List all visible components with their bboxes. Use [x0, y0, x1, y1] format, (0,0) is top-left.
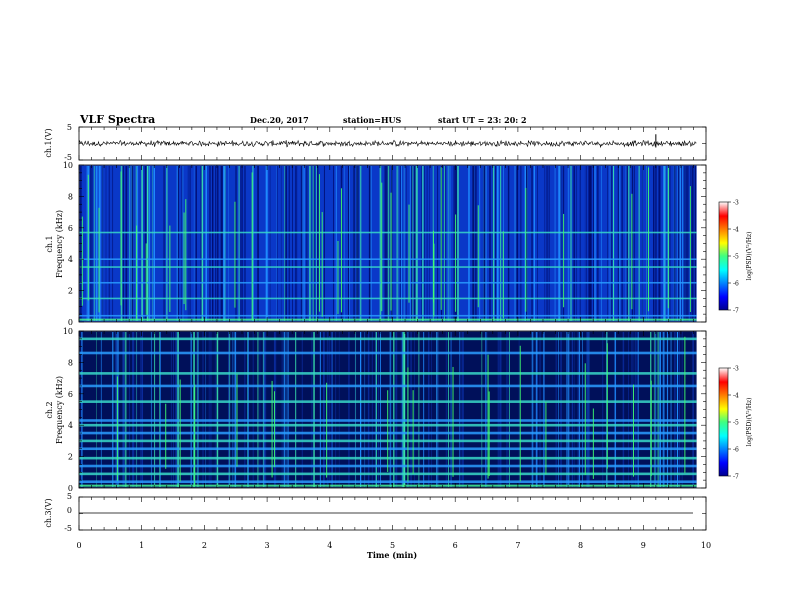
- ch1-colorbar: -3 -4 -5 -6 -7 log(PSD)(V²/Hz): [718, 200, 753, 315]
- ch1-colorbar-ticks: -3 -4 -5 -6 -7: [728, 200, 739, 315]
- spectrogram-frequency-band: [79, 266, 697, 268]
- ch1-wave-ytick-neg5: -5: [64, 153, 72, 162]
- ch1-wave-ylabel: ch.1(V): [44, 128, 53, 157]
- frequency-tick-label: 0: [68, 484, 73, 493]
- colorbar-tick-label: -6: [733, 281, 739, 288]
- time-axis-tick-label: 6: [453, 541, 458, 550]
- station-label: station=HUS: [343, 115, 402, 125]
- time-axis-tick-label: 4: [327, 541, 332, 550]
- spectrogram-low-frequency-line: [79, 318, 697, 321]
- spectrogram-frequency-band: [79, 384, 697, 388]
- time-axis-tick-label: 9: [641, 541, 646, 550]
- ch1-waveform-ticks: [78, 126, 707, 161]
- ch3-wave-ylabel: ch.3(V): [44, 498, 53, 527]
- frequency-tick-label: 6: [68, 390, 73, 399]
- ch1-spectrogram-image: [79, 165, 697, 322]
- ch1-colorbar-bar: [718, 201, 729, 311]
- ch2-spectrogram-ytick-labels: 0 2 4 6 8 10: [63, 327, 73, 493]
- ch2-colorbar-bar: [718, 367, 729, 477]
- ch1-colorbar-label: log(PSD)(V²/Hz): [746, 232, 753, 281]
- ch1-spec-ylabel-channel: ch.1: [45, 235, 54, 252]
- frequency-tick-label: 4: [68, 421, 73, 430]
- time-axis-tick-label: 1: [139, 541, 144, 550]
- ch1-spectrogram-panel: 0 2 4 6 8 10 ch.1 Frequency (kHz): [45, 161, 707, 327]
- time-axis-tick-label: 0: [76, 541, 81, 550]
- spectrogram-frequency-band: [79, 297, 697, 300]
- spectrogram-frequency-band: [79, 258, 697, 260]
- colorbar-tick-label: -6: [733, 447, 739, 454]
- frequency-tick-label: 10: [63, 161, 73, 170]
- ch1-wave-ytick-5: 5: [67, 123, 72, 132]
- ch2-colorbar-label: log(PSD)(V²/Hz): [746, 398, 753, 447]
- frequency-tick-label: 8: [68, 358, 73, 367]
- ch2-colorbar-ticks: -3 -4 -5 -6 -7: [728, 366, 739, 481]
- colorbar-tick-label: -5: [733, 420, 739, 427]
- ch1-spectrogram-ticks: [78, 164, 707, 323]
- ch2-spectrogram-panel: 0 2 4 6 8 10 ch.2 Frequency (kHz): [45, 327, 707, 493]
- time-axis-tick-label: 8: [578, 541, 583, 550]
- spectrogram-frequency-band: [79, 314, 697, 317]
- ch2-spectrogram-image: [79, 331, 697, 488]
- frequency-tick-label: 2: [68, 453, 73, 462]
- time-axis-tick-label: 7: [515, 541, 520, 550]
- spectrogram-frequency-band: [79, 480, 697, 484]
- ch2-colorbar: -3 -4 -5 -6 -7 log(PSD)(V²/Hz): [718, 366, 753, 481]
- time-axis-tick-label: 10: [701, 541, 711, 550]
- colorbar-tick-label: -3: [733, 366, 739, 373]
- colorbar-tick-label: -3: [733, 200, 739, 207]
- ch3-wave-ytick-0: 0: [67, 506, 72, 515]
- colorbar-tick-label: -7: [733, 308, 739, 315]
- time-axis-tick-label: 5: [390, 541, 395, 550]
- time-axis-label: Time (min): [367, 550, 417, 560]
- frequency-tick-label: 8: [68, 192, 73, 201]
- spectrogram-frequency-band: [79, 472, 697, 476]
- ch1-spectrogram-ytick-labels: 0 2 4 6 8 10: [63, 161, 73, 327]
- ch1-waveform-panel: 5 -5 ch.1(V): [44, 123, 707, 162]
- spectrogram-frequency-band: [79, 372, 697, 375]
- colorbar-tick-label: -4: [733, 393, 739, 400]
- frequency-tick-label: 4: [68, 255, 73, 264]
- frequency-tick-label: 2: [68, 287, 73, 296]
- spectrogram-frequency-band: [79, 351, 697, 355]
- time-axis-tick-label: 2: [202, 541, 207, 550]
- ch2-spec-ylabel-frequency: Frequency (kHz): [55, 376, 64, 444]
- spectrogram-frequency-band: [79, 281, 697, 284]
- spectrogram-frequency-band: [79, 231, 697, 234]
- start-time-label: start UT = 23: 20: 2: [438, 115, 527, 125]
- date-label: Dec.20, 2017: [250, 115, 309, 125]
- colorbar-tick-label: -5: [733, 254, 739, 261]
- ch2-spec-ylabel-channel: ch.2: [45, 401, 54, 418]
- ch3-waveform-panel: 5 0 -5 ch.3(V): [44, 492, 707, 533]
- figure-title: VLF Spectra: [79, 113, 155, 126]
- ch3-wave-ytick-5: 5: [67, 492, 72, 501]
- frequency-tick-label: 10: [63, 327, 73, 336]
- ch3-wave-ytick-neg5: -5: [64, 524, 72, 533]
- spectrogram-frequency-band: [79, 337, 697, 341]
- frequency-tick-label: 6: [68, 224, 73, 233]
- time-axis-tick-labels: 0 1 2 3 4 5 6 7 8 9 10: [76, 541, 711, 550]
- ch1-spec-ylabel-frequency: Frequency (kHz): [55, 210, 64, 278]
- frequency-tick-label: 0: [68, 318, 73, 327]
- ch3-waveform-frame: [78, 496, 707, 531]
- ch1-waveform-trace: [78, 139, 697, 149]
- time-axis-tick-label: 3: [265, 541, 270, 550]
- colorbar-tick-label: -7: [733, 474, 739, 481]
- spectrogram-low-frequency-line: [79, 484, 697, 487]
- ch2-spectrogram-ticks: [78, 330, 707, 489]
- colorbar-tick-label: -4: [733, 227, 739, 234]
- ch3-waveform-ticks: [78, 496, 707, 531]
